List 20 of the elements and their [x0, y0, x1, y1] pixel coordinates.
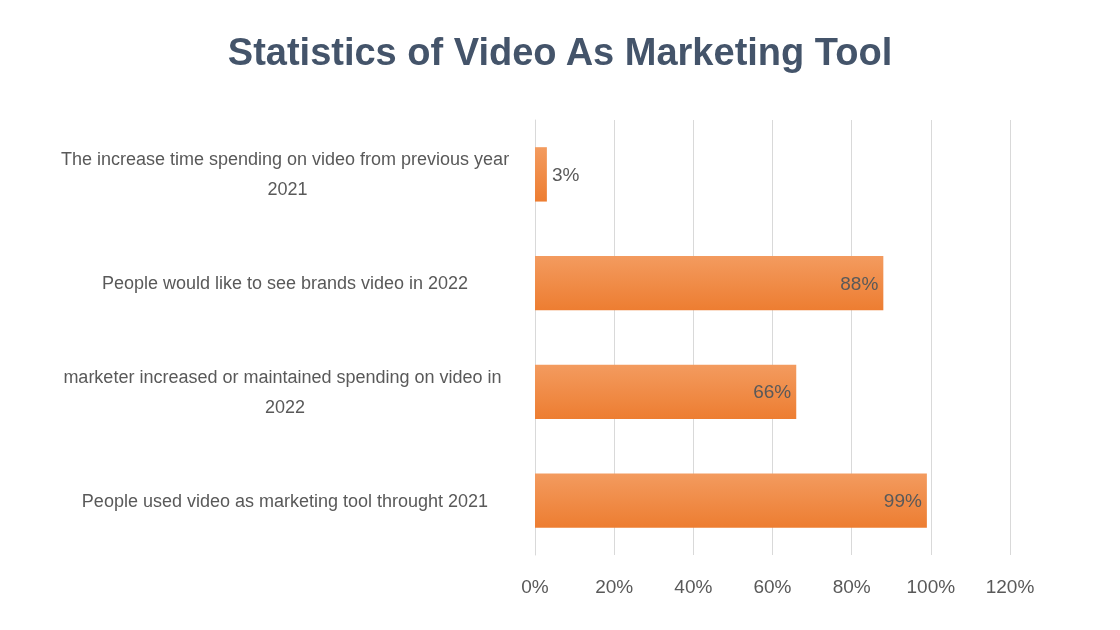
y-tick-label: marketer increased or maintained spending on video in 2022 — [63, 366, 507, 417]
data-label: 66% — [753, 381, 792, 403]
x-tick-label: 40% — [674, 576, 713, 597]
x-tick-label: 100% — [906, 576, 956, 597]
x-tick-label: 20% — [595, 576, 634, 597]
data-label: 3% — [551, 163, 580, 185]
bar — [535, 255, 884, 311]
chart-title: Statistics of Video As Marketing Tool — [227, 31, 893, 73]
bar — [535, 364, 797, 420]
data-label: 88% — [840, 272, 879, 294]
bar — [535, 147, 547, 202]
x-tick-label: 0% — [521, 576, 549, 597]
x-tick-label: 60% — [753, 576, 792, 597]
data-label: 99% — [883, 490, 922, 512]
bar — [535, 473, 927, 528]
y-tick-label: People would like to see brands video in 2022 — [101, 273, 469, 294]
y-tick-label: The increase time spending on video from previous year 2021 — [60, 149, 510, 200]
y-tick-label: People used video as marketing tool throught 2021 — [81, 490, 489, 511]
x-tick-label: 80% — [832, 576, 871, 597]
x-tick-label: 120% — [985, 576, 1035, 597]
